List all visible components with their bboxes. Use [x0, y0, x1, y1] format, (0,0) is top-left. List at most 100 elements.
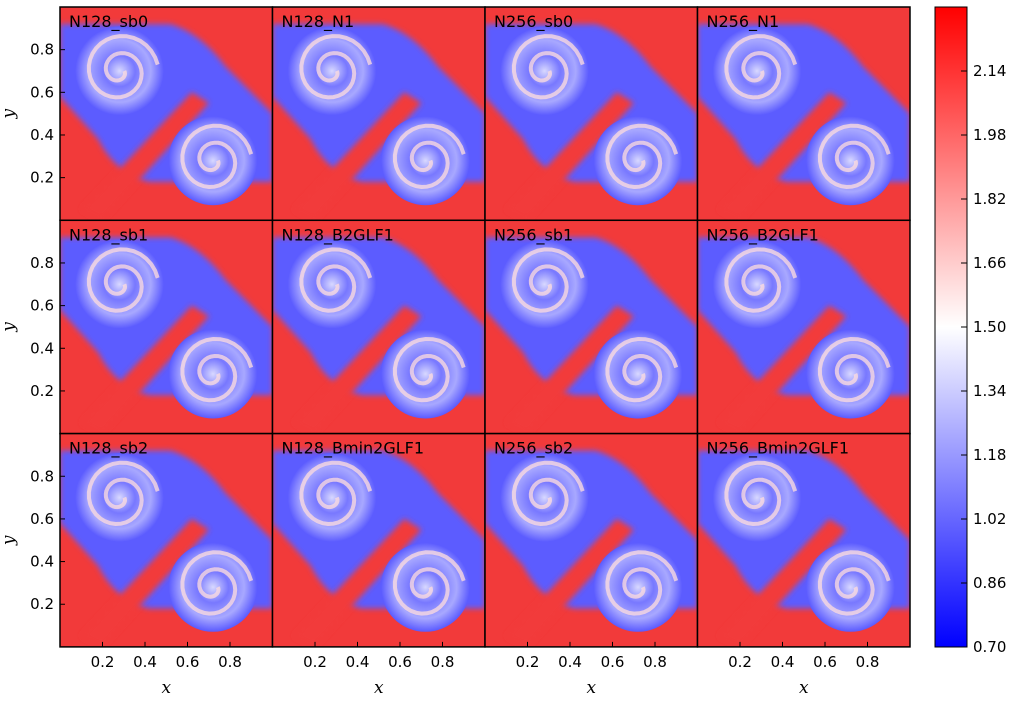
- lower-vortex-spiral: [392, 123, 466, 190]
- red-filament: [81, 92, 209, 221]
- upper-vortex-spiral: [511, 460, 585, 527]
- density-panel: [485, 7, 698, 221]
- axes: 0.20.40.60.8y0.20.40.60.8y0.20.40.60.8y0…: [0, 41, 879, 698]
- panel-label: N128_B2GLF1: [282, 225, 394, 245]
- y-tick-label: 0.8: [30, 467, 54, 485]
- red-filament: [293, 305, 422, 434]
- lower-vortex-spiral: [605, 123, 679, 190]
- density-panel: [697, 433, 910, 647]
- density-panel: [60, 433, 273, 647]
- lower-vortex-spiral: [392, 550, 466, 616]
- colorbar-tick-label: 1.34: [973, 382, 1006, 400]
- x-tick-label: 0.4: [771, 653, 795, 671]
- red-filament: [81, 518, 209, 647]
- red-filament: [718, 518, 847, 647]
- panel-label: N256_B2GLF1: [707, 225, 819, 245]
- x-tick-label: 0.4: [133, 653, 157, 671]
- lower-vortex-spiral: [817, 550, 891, 616]
- upper-vortex-spiral: [511, 247, 585, 313]
- upper-vortex-spiral: [724, 460, 798, 527]
- colorbar-tick-label: 1.50: [973, 318, 1006, 336]
- x-tick-label: 0.8: [643, 653, 667, 671]
- density-panel: [485, 433, 698, 647]
- x-tick-label: 0.2: [303, 653, 327, 671]
- panel-grid: N128_sb0 N128_N1 N256_sb0 N256_N1 N128_sb1 N1…: [59, 6, 911, 648]
- density-panel: [272, 7, 485, 221]
- density-panel: [485, 220, 698, 434]
- red-filament: [506, 305, 634, 434]
- y-tick-label: 0.4: [30, 126, 54, 144]
- red-filament: [718, 305, 847, 434]
- panel-label: N256_sb2: [494, 439, 573, 459]
- colorbar: 0.70 0.86 1.02 1.18 1.34 1.50 1.66 1.82 1.98 2.14: [934, 6, 1006, 656]
- y-tick-label: 0.8: [30, 254, 54, 272]
- density-panel: [697, 7, 910, 221]
- colorbar-tick-label: 0.86: [973, 574, 1006, 592]
- panel-label: N128_sb2: [69, 439, 148, 459]
- upper-vortex-spiral: [299, 34, 373, 100]
- x-tick-label: 0.6: [813, 653, 837, 671]
- red-filament: [293, 518, 422, 647]
- panel-label: N256_sb1: [494, 225, 573, 245]
- x-tick-label: 0.2: [728, 653, 752, 671]
- red-filament: [293, 92, 422, 221]
- colorbar-tick-label: 2.14: [973, 62, 1006, 80]
- upper-vortex-spiral: [724, 34, 798, 100]
- lower-vortex-spiral: [817, 123, 891, 190]
- y-tick-label: 0.4: [30, 339, 54, 357]
- red-filament: [718, 92, 847, 221]
- y-tick-label: 0.6: [30, 297, 54, 315]
- density-panel: [272, 220, 485, 434]
- y-tick-label: 0.2: [30, 595, 54, 613]
- x-axis-label: x: [799, 678, 809, 698]
- y-tick-label: 0.6: [30, 510, 54, 528]
- panel-label: N128_Bmin2GLF1: [282, 439, 425, 459]
- density-panel: [60, 220, 273, 434]
- colorbar-tick-label: 0.70: [973, 638, 1006, 656]
- y-tick-label: 0.6: [30, 83, 54, 101]
- upper-vortex-spiral: [86, 460, 160, 527]
- lower-vortex-spiral: [180, 336, 254, 403]
- upper-vortex-spiral: [299, 460, 373, 527]
- x-tick-label: 0.6: [388, 653, 412, 671]
- x-tick-label: 0.4: [346, 653, 370, 671]
- density-panel: [697, 220, 910, 434]
- colorbar-tick-label: 1.02: [973, 510, 1006, 528]
- x-tick-label: 0.2: [91, 653, 115, 671]
- colorbar-tick-label: 1.18: [973, 446, 1006, 464]
- colorbar-tick-label: 1.82: [973, 190, 1006, 208]
- lower-vortex-spiral: [605, 550, 679, 616]
- upper-vortex-spiral: [86, 247, 160, 313]
- y-tick-label: 0.8: [30, 41, 54, 59]
- y-axis-label: y: [0, 535, 19, 546]
- x-tick-label: 0.8: [218, 653, 242, 671]
- panel-label: N256_N1: [707, 12, 780, 32]
- density-panel: [60, 7, 273, 221]
- red-filament: [506, 518, 634, 647]
- lower-vortex-spiral: [180, 123, 254, 190]
- x-tick-label: 0.2: [516, 653, 540, 671]
- x-axis-label: x: [586, 678, 596, 698]
- panel-label: N128_sb1: [69, 225, 148, 245]
- x-axis-label: x: [161, 678, 171, 698]
- red-filament: [81, 305, 209, 434]
- upper-vortex-spiral: [299, 247, 373, 313]
- upper-vortex-spiral: [86, 34, 160, 100]
- upper-vortex-spiral: [724, 247, 798, 313]
- x-tick-label: 0.6: [601, 653, 625, 671]
- y-tick-label: 0.4: [30, 553, 54, 571]
- x-axis-label: x: [374, 678, 384, 698]
- panel-label: N128_sb0: [69, 12, 148, 32]
- y-axis-label: y: [0, 108, 19, 119]
- colorbar-tick-label: 1.66: [973, 254, 1006, 272]
- x-tick-label: 0.6: [176, 653, 200, 671]
- upper-vortex-spiral: [511, 34, 585, 100]
- panel-label: N256_Bmin2GLF1: [707, 439, 850, 459]
- panel-label: N128_N1: [282, 12, 355, 32]
- y-tick-label: 0.2: [30, 169, 54, 187]
- colorbar-tick-label: 1.98: [973, 126, 1006, 144]
- lower-vortex-spiral: [392, 336, 466, 403]
- x-tick-label: 0.8: [856, 653, 880, 671]
- y-axis-label: y: [0, 322, 19, 333]
